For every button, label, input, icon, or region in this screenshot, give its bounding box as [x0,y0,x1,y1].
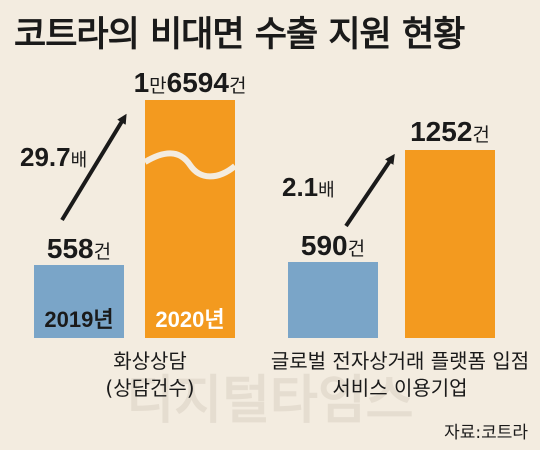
bar-2019-ecommerce [288,262,378,338]
category-label-2a: 글로벌 전자상거래 플랫폼 입점 [271,349,529,373]
category-label-1a: 화상상담 [113,349,187,373]
value-label-590: 590건 [301,230,365,261]
chart-title: 코트라의 비대면 수출 지원 현황 [14,15,465,55]
value-label-1252: 1252건 [410,116,490,147]
series-label-2019: 2019년 [44,307,113,332]
value-label-558: 558건 [47,233,111,264]
series-label-2020: 2020년 [155,307,224,332]
growth-arrow-2 [344,153,395,228]
category-label-1b: (상담건수) [105,376,194,400]
growth-label-29-7: 29.7배 [20,142,87,172]
category-label-2b: 서비스 이용기업 [332,376,467,400]
source-label: 자료:코트라 [444,423,528,443]
bar-2020-video [145,100,235,338]
value-label-16594: 1만6594건 [134,67,247,98]
bar-2019-video [34,265,124,338]
growth-arrow-1 [60,113,127,222]
growth-label-2-1: 2.1배 [282,172,335,202]
watermark: 디지털타임스 [126,371,413,431]
bar-2020-ecommerce [405,150,495,338]
axis-break [143,150,237,180]
